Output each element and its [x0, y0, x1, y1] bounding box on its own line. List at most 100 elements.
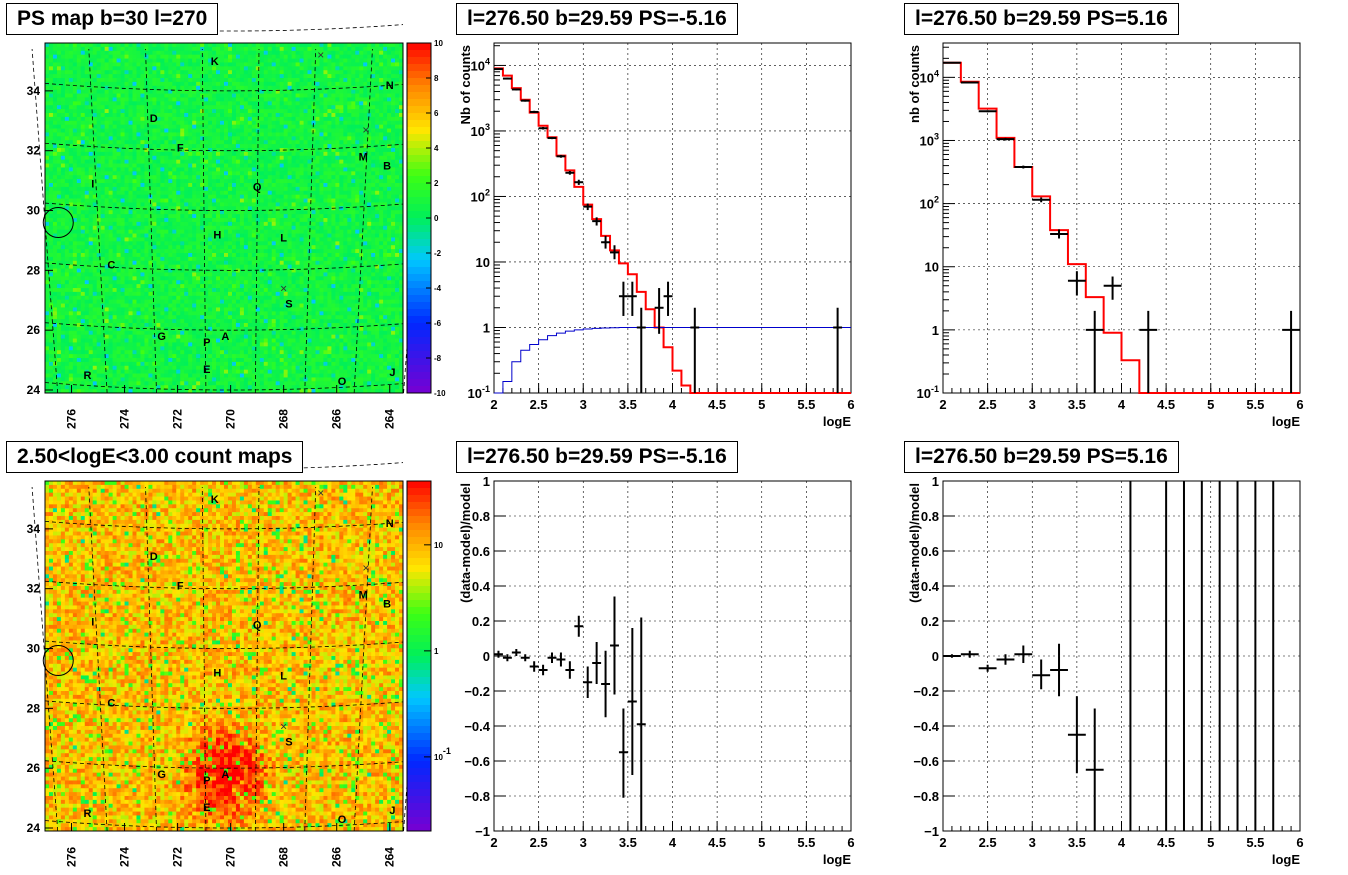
map-pixel [204, 186, 209, 192]
map-pixel [136, 70, 141, 75]
map-pixel [176, 43, 181, 48]
map-pixel [144, 225, 149, 231]
map-pixel [216, 319, 221, 324]
map-pixel [152, 105, 157, 110]
map-pixel [52, 323, 58, 328]
map-pixel [140, 358, 145, 363]
map-pixel [200, 354, 205, 359]
map-pixel [235, 346, 241, 351]
map-pixel [92, 319, 98, 324]
map-pixel [196, 323, 201, 328]
map-pixel [200, 179, 205, 184]
map-pixel [45, 256, 50, 262]
map-pixel [160, 229, 165, 234]
map-pixel [156, 54, 161, 59]
map-pixel [128, 89, 133, 94]
map-pixel [92, 175, 98, 180]
map-pixel [45, 124, 50, 129]
map-pixel [168, 46, 173, 52]
map-pixel [208, 245, 213, 250]
map-pixel [108, 365, 114, 371]
map-pixel [45, 54, 50, 59]
map-pixel [168, 272, 173, 277]
map-pixel [128, 132, 133, 137]
map-pixel [148, 46, 153, 52]
map-pixel [84, 225, 90, 231]
map-pixel [76, 175, 82, 180]
map-pixel [124, 237, 129, 242]
map-pixel [116, 241, 121, 246]
map-pixel [224, 105, 229, 110]
map-pixel [84, 43, 90, 48]
map-pixel [176, 291, 181, 297]
map-pixel [84, 101, 90, 106]
map-pixel [204, 229, 209, 234]
map-pixel [212, 241, 217, 246]
map-pixel [152, 389, 157, 394]
map-pixel [247, 113, 253, 118]
map-pixel [239, 346, 245, 351]
map-pixel [144, 101, 149, 106]
map-pixel [251, 389, 257, 394]
map-pixel [104, 350, 110, 355]
map-pixel [48, 323, 54, 328]
map-pixel [212, 171, 217, 176]
map-pixel [156, 218, 161, 223]
map-pixel [100, 369, 106, 374]
map-pixel [208, 307, 213, 312]
map-pixel [84, 136, 90, 141]
map-pixel [60, 330, 66, 336]
map-pixel [45, 272, 50, 277]
map-pixel [45, 50, 50, 56]
map-pixel [200, 241, 205, 246]
map-pixel [48, 253, 54, 258]
map-pixel [100, 288, 106, 293]
map-pixel [76, 93, 82, 98]
map-pixel [92, 105, 98, 110]
map-pixel [208, 206, 213, 211]
map-pixel [227, 233, 233, 238]
map-pixel [156, 330, 161, 336]
map-pixel [140, 319, 145, 324]
map-pixel [116, 315, 121, 320]
map-pixel [160, 389, 165, 394]
map-pixel [251, 116, 257, 122]
map-pixel [239, 54, 245, 59]
map-pixel [52, 93, 58, 98]
map-pixel [208, 354, 213, 359]
map-pixel [92, 303, 98, 308]
map-pixel [80, 249, 86, 254]
map-pixel [251, 276, 257, 281]
map-pixel [156, 171, 161, 176]
map-pixel [259, 354, 265, 359]
map-pixel [259, 190, 265, 196]
map-pixel [196, 249, 201, 254]
map-pixel [124, 260, 129, 266]
map-pixel [152, 54, 157, 59]
map-pixel [108, 167, 114, 172]
map-pixel [132, 85, 137, 91]
map-pixel [148, 116, 153, 122]
map-pixel [259, 319, 265, 324]
map-pixel [68, 136, 74, 141]
map-pixel [239, 85, 245, 91]
map-pixel [45, 369, 50, 374]
map-pixel [124, 323, 129, 328]
map-pixel [259, 120, 265, 126]
map-pixel [208, 280, 213, 285]
map-pixel [196, 50, 201, 56]
map-pixel [108, 319, 114, 324]
map-pixel [208, 350, 213, 355]
map-pixel [212, 381, 217, 386]
map-pixel [255, 288, 261, 293]
map-pixel [140, 291, 145, 297]
map-pixel [52, 132, 58, 137]
map-pixel [116, 225, 121, 231]
map-pixel [196, 89, 201, 94]
map-pixel [48, 307, 54, 312]
map-pixel [104, 256, 110, 262]
map-pixel [239, 186, 245, 192]
map-pixel [84, 381, 90, 386]
map-pixel [100, 358, 106, 363]
map-pixel [239, 120, 245, 126]
